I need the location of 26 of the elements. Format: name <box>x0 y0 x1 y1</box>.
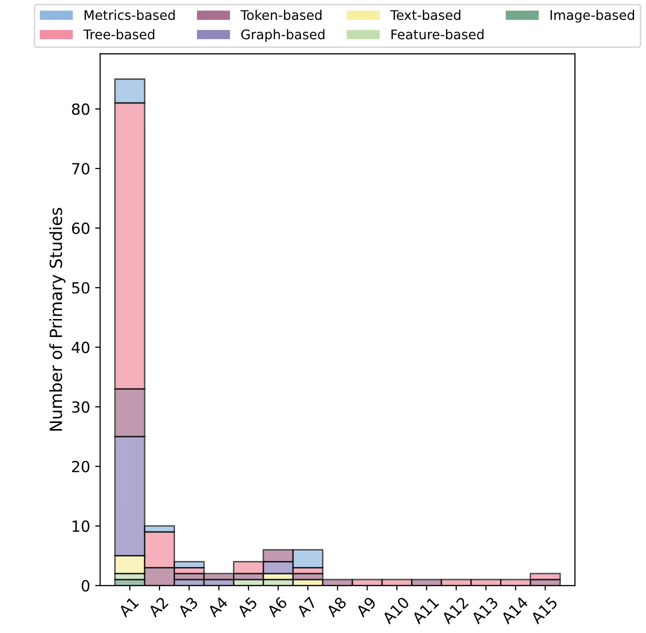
x-tick-label: A2 <box>147 596 169 618</box>
x-tick-label: A4 <box>206 596 228 618</box>
legend-label: Feature-based <box>392 29 484 40</box>
legend-label: Graph-based <box>241 29 324 42</box>
y-tick-label: 80 <box>72 103 90 115</box>
y-tick-label: 10 <box>72 520 90 532</box>
legend-label: Metrics-based <box>84 10 175 20</box>
y-tick-label: 20 <box>72 460 90 472</box>
y-tick-label: 70 <box>72 162 90 175</box>
y-tick-label: 30 <box>72 401 90 413</box>
x-tick-label: A1 <box>118 596 139 618</box>
x-tick-label: A7 <box>296 596 318 618</box>
y-tick-label: 50 <box>72 282 90 294</box>
x-tick-label: A6 <box>266 596 288 618</box>
legend-label: Image-based <box>550 10 634 23</box>
y-tick-label: 60 <box>72 222 90 234</box>
x-tick-label: A5 <box>236 596 258 618</box>
legend-label: Text-based <box>390 10 460 20</box>
legend-label: Tree-based <box>83 29 154 40</box>
y-tick-label: 40 <box>72 342 90 354</box>
y-axis-title: Number of Primary Studies <box>49 208 66 431</box>
y-tick-label: 0 <box>82 580 90 592</box>
legend-label: Token-based <box>240 10 322 20</box>
x-tick-label: A9 <box>355 596 377 618</box>
x-tick-label: A3 <box>177 596 199 618</box>
x-tick-label: A8 <box>325 596 348 618</box>
